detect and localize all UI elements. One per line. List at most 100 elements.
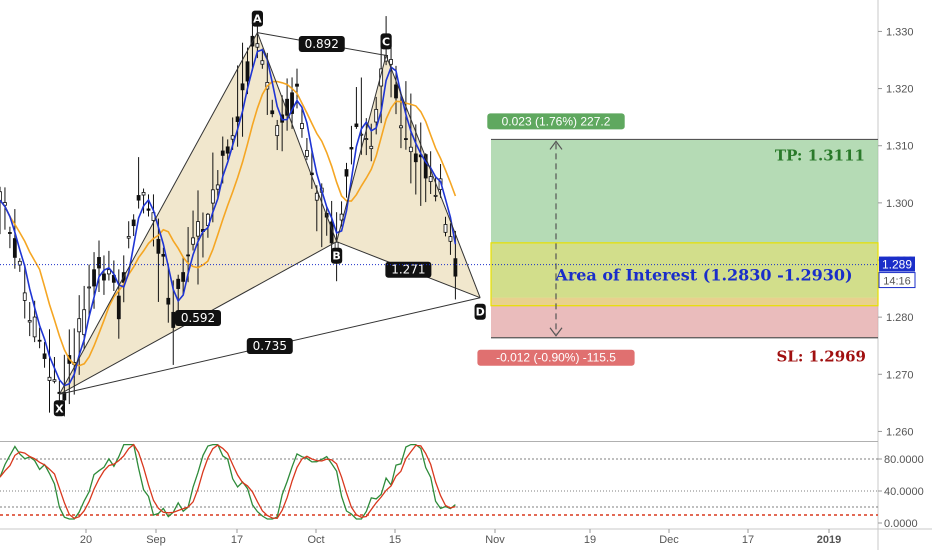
candle-body — [87, 286, 91, 289]
osc-tick-label: 80.0000 — [884, 454, 924, 466]
time-tick-label: 17 — [231, 534, 243, 546]
ratio-label-x-b: 0.592 — [175, 310, 221, 326]
time-axis: 20 Sep 17 Oct 15 Nov 19 Dec 17 2019 — [80, 529, 841, 546]
ratio-label-b-d-bg — [385, 261, 432, 278]
candle-body — [215, 184, 220, 190]
leg-xa — [58, 32, 258, 395]
ratio-label-a-c-text: 0.892 — [305, 37, 339, 51]
candle-body — [156, 238, 161, 254]
osc-tick-label: 40.0000 — [884, 486, 924, 498]
ratio-label-x-d-bg — [246, 338, 293, 354]
tp-label: TP: 1.3111 — [775, 146, 865, 164]
leg-bc — [336, 55, 387, 242]
time-tick-label: Dec — [659, 534, 679, 546]
candle-body — [290, 92, 294, 114]
candle-body — [12, 238, 17, 258]
candle-body — [433, 194, 438, 197]
candle-body — [275, 125, 280, 137]
price-tick-label: 1.300 — [886, 198, 914, 210]
area-of-interest-label: Area of Interest (1.2830 -1.2930) — [554, 265, 852, 284]
sl-stats-label: -0.012 (-0.90%) -115.5 — [477, 349, 635, 366]
candle-body — [161, 253, 166, 257]
pattern-point-b-bg — [331, 247, 343, 264]
candle-body — [270, 110, 275, 115]
candle-body — [309, 172, 314, 176]
time-tick-label: 15 — [389, 534, 401, 546]
candle-body — [408, 146, 413, 153]
pattern-point-b-text: B — [332, 250, 340, 263]
time-tick-label: Sep — [146, 534, 166, 546]
candle-body — [369, 145, 374, 150]
candle-body — [344, 169, 349, 177]
ratio-label-x-d-text: 0.735 — [253, 339, 287, 353]
pattern-point-d: D — [474, 303, 486, 320]
ratio-label-a-c-bg — [298, 36, 345, 52]
time-tick-label: 20 — [80, 534, 92, 546]
pattern-point-d-bg — [474, 303, 486, 320]
pattern-point-a-bg — [251, 10, 263, 27]
ratio-label-x-b-text: 0.592 — [181, 311, 215, 325]
pattern-point-d-text: D — [476, 306, 485, 319]
candle-body — [171, 311, 176, 328]
ratio-label-x-b-bg — [175, 310, 221, 326]
sl-label: SL: 1.2969 — [776, 348, 866, 366]
position-zones[interactable] — [490, 138, 879, 339]
candle-body — [131, 219, 136, 227]
candle-body — [22, 292, 27, 301]
pattern-point-c: C — [380, 33, 392, 50]
candle-body — [92, 269, 96, 287]
time-tick-label: 2019 — [817, 534, 841, 546]
oscillator-pane: 80.0000 40.0000 0.0000 — [0, 443, 924, 530]
stochastic-d-line — [0, 443, 456, 520]
candle-body — [295, 83, 299, 87]
candle-body — [7, 232, 12, 234]
candle-body — [443, 224, 448, 233]
candle-body — [220, 150, 225, 156]
candle-body — [210, 189, 215, 204]
candle-body — [389, 59, 393, 65]
time-tick-label: Oct — [307, 534, 324, 546]
candle-body — [448, 236, 453, 242]
candle-body — [300, 123, 304, 129]
ratio-label-b-d-text: 1.271 — [391, 263, 425, 277]
pattern-point-x-bg — [53, 400, 65, 417]
annotation-labels: X A B C D 0.892 0.592 1.271 0.735 0.023 (1.76%) 2… — [0, 10, 878, 417]
tp-stats-label-bg — [487, 113, 625, 130]
current-price-badge — [879, 256, 915, 272]
pattern-bcd-fill — [336, 55, 481, 298]
candle-body — [314, 192, 319, 201]
tp-stats-label-text: 0.023 (1.76%) 227.2 — [502, 114, 611, 128]
candle-body — [349, 147, 354, 150]
candle-body — [17, 260, 22, 266]
candle-body — [260, 60, 265, 65]
stochastic-k-line — [0, 443, 456, 520]
fast-moving-average — [0, 48, 457, 387]
candle-body — [403, 138, 408, 140]
sl-stats-label-bg — [477, 349, 635, 366]
candle-body — [230, 135, 235, 140]
candle-body — [42, 353, 47, 359]
candle-body — [52, 379, 57, 382]
osc-tick-label: 0.0000 — [884, 518, 918, 530]
candle-body — [166, 297, 171, 305]
candle-body — [97, 257, 101, 269]
candle-body — [102, 273, 106, 281]
candle-body — [196, 221, 200, 237]
price-tick-label: 1.260 — [886, 426, 914, 438]
candle-body — [32, 316, 37, 338]
candle-body — [379, 68, 384, 87]
pattern-point-x: X — [53, 400, 65, 417]
candle-body — [354, 123, 359, 127]
candle-body — [126, 236, 131, 239]
price-tick-label: 1.310 — [886, 141, 914, 153]
current-price-text: 1.289 — [882, 258, 912, 272]
candle-body — [107, 269, 111, 275]
candles — [0, 16, 458, 417]
candle-body — [0, 191, 2, 202]
price-tick-label: 1.330 — [886, 26, 914, 38]
candle-body — [453, 258, 458, 277]
arrow-head-up — [549, 140, 563, 150]
candle-body — [374, 108, 379, 123]
candle-body — [62, 391, 67, 401]
